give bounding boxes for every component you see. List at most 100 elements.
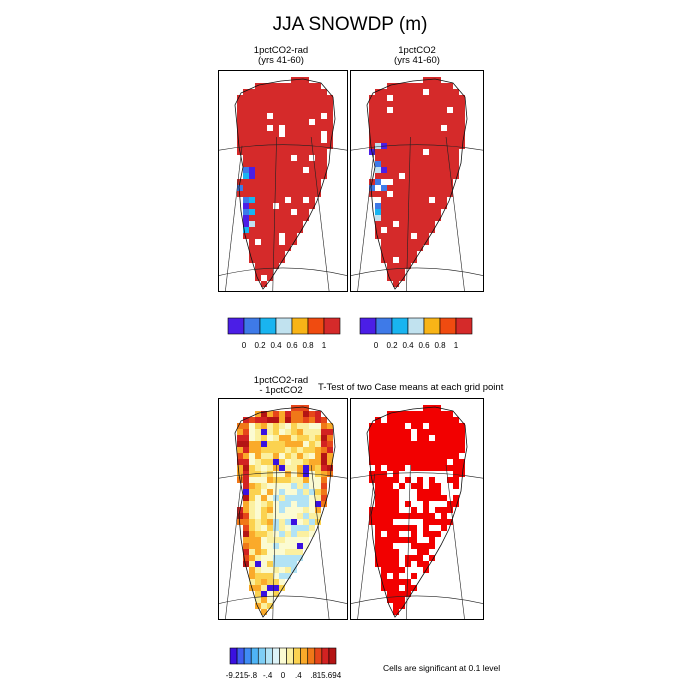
grid-cell bbox=[381, 197, 387, 203]
grid-cell bbox=[315, 137, 321, 143]
grid-cell bbox=[393, 137, 399, 143]
grid-cell bbox=[411, 137, 417, 143]
grid-cell bbox=[285, 185, 291, 191]
grid-cell bbox=[255, 507, 261, 513]
grid-cell bbox=[435, 95, 441, 101]
grid-cell bbox=[285, 513, 291, 519]
grid-cell bbox=[255, 251, 261, 257]
grid-cell bbox=[453, 495, 459, 501]
grid-cell bbox=[249, 173, 255, 179]
graticule-line bbox=[219, 472, 347, 479]
grid-cell bbox=[381, 513, 387, 519]
grid-cell bbox=[399, 453, 405, 459]
grid-cell bbox=[303, 477, 309, 483]
grid-cell bbox=[435, 215, 441, 221]
grid-cell bbox=[273, 441, 279, 447]
grid-cell bbox=[447, 149, 453, 155]
grid-cell bbox=[285, 453, 291, 459]
map-panel-top-left bbox=[218, 70, 348, 292]
grid-cell bbox=[429, 411, 435, 417]
grid-cell bbox=[243, 519, 249, 525]
panel-title-bottom-left: 1pctCO2-rad - 1pctCO2 bbox=[218, 376, 344, 396]
grid-cell bbox=[417, 119, 423, 125]
grid-cell bbox=[297, 161, 303, 167]
grid-cell bbox=[387, 269, 393, 275]
graticule-line bbox=[351, 472, 483, 479]
grid-cell bbox=[393, 281, 399, 287]
grid-cell bbox=[309, 83, 315, 89]
grid-cell bbox=[267, 173, 273, 179]
grid-cell bbox=[429, 161, 435, 167]
grid-cell bbox=[309, 149, 315, 155]
grid-cell bbox=[261, 167, 267, 173]
grid-cell bbox=[309, 501, 315, 507]
grid-cell bbox=[291, 89, 297, 95]
grid-cell bbox=[273, 209, 279, 215]
grid-cell bbox=[315, 125, 321, 131]
grid-cell bbox=[267, 269, 273, 275]
grid-cell bbox=[297, 483, 303, 489]
grid-cell bbox=[435, 83, 441, 89]
grid-cell bbox=[393, 269, 399, 275]
grid-cell bbox=[387, 233, 393, 239]
graticule-line bbox=[310, 464, 330, 619]
grid-cell bbox=[429, 543, 435, 549]
grid-cell bbox=[297, 537, 303, 543]
grid-cell bbox=[381, 161, 387, 167]
grid-cell bbox=[447, 417, 453, 423]
grid-cell bbox=[285, 149, 291, 155]
grid-cell bbox=[327, 113, 333, 119]
grid-cell bbox=[381, 131, 387, 137]
grid-cell bbox=[417, 453, 423, 459]
grid-cell bbox=[273, 543, 279, 549]
grid-cell bbox=[255, 245, 261, 251]
grid-cell bbox=[399, 221, 405, 227]
grid-cell bbox=[291, 561, 297, 567]
grid-cell bbox=[273, 131, 279, 137]
grid-cell bbox=[291, 423, 297, 429]
grid-cell bbox=[387, 251, 393, 257]
grid-cell bbox=[279, 441, 285, 447]
grid-cell bbox=[453, 149, 459, 155]
grid-cell bbox=[279, 489, 285, 495]
grid-cell bbox=[267, 591, 273, 597]
grid-cell bbox=[447, 435, 453, 441]
panel-title-top-right-line1: 1pctCO2 bbox=[398, 45, 436, 56]
grid-cell bbox=[423, 489, 429, 495]
grid-cell bbox=[381, 101, 387, 107]
grid-cell bbox=[261, 549, 267, 555]
grid-cell bbox=[261, 257, 267, 263]
grid-cell bbox=[321, 161, 327, 167]
grid-cell bbox=[267, 507, 273, 513]
grid-cell bbox=[279, 447, 285, 453]
grid-cell bbox=[255, 561, 261, 567]
grid-cell bbox=[267, 459, 273, 465]
grid-cell bbox=[393, 423, 399, 429]
grid-cell bbox=[297, 417, 303, 423]
grid-cell bbox=[267, 501, 273, 507]
grid-cell bbox=[303, 435, 309, 441]
grid-cell bbox=[387, 227, 393, 233]
grid-cell bbox=[273, 429, 279, 435]
grid-cell bbox=[417, 429, 423, 435]
grid-cell bbox=[459, 435, 465, 441]
grid-cell bbox=[453, 429, 459, 435]
grid-cell bbox=[411, 555, 417, 561]
grid-cell bbox=[249, 95, 255, 101]
grid-cell bbox=[375, 447, 381, 453]
grid-cell bbox=[417, 459, 423, 465]
grid-cell bbox=[303, 161, 309, 167]
grid-cell bbox=[387, 501, 393, 507]
grid-cell bbox=[261, 101, 267, 107]
grid-cell bbox=[441, 119, 447, 125]
grid-cell bbox=[459, 143, 465, 149]
grid-cell bbox=[297, 543, 303, 549]
grid-cell bbox=[375, 429, 381, 435]
grid-cell bbox=[285, 203, 291, 209]
grid-cell bbox=[387, 519, 393, 525]
grid-cell bbox=[381, 107, 387, 113]
grid-cell bbox=[375, 465, 381, 471]
grid-cell bbox=[297, 549, 303, 555]
grid-cell bbox=[261, 567, 267, 573]
grid-cell bbox=[255, 579, 261, 585]
